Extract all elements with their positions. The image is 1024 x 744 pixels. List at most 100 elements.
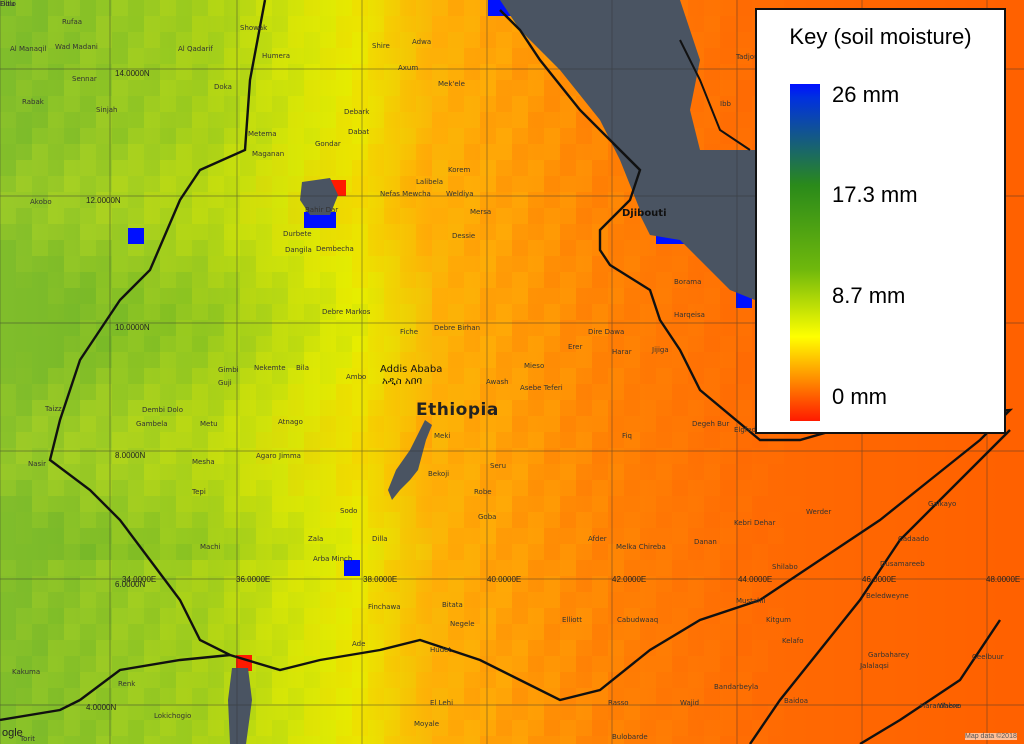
moisture-cell: [544, 240, 560, 256]
place-label: Metu: [200, 420, 218, 428]
moisture-cell: [640, 320, 656, 336]
place-label: Dessie: [452, 232, 476, 240]
moisture-cell: [400, 80, 416, 96]
moisture-cell: [656, 448, 672, 464]
moisture-cell: [320, 432, 336, 448]
moisture-cell: [576, 512, 592, 528]
moisture-cell: [656, 336, 672, 352]
moisture-cell: [192, 16, 208, 32]
moisture-cell: [832, 448, 848, 464]
moisture-cell: [416, 64, 432, 80]
moisture-cell: [960, 608, 976, 624]
moisture-cell: [1008, 128, 1024, 144]
moisture-cell: [16, 80, 32, 96]
moisture-cell: [592, 208, 608, 224]
moisture-cell: [304, 576, 320, 592]
moisture-cell: [176, 144, 192, 160]
moisture-cell: [736, 528, 752, 544]
moisture-cell: [304, 640, 320, 656]
moisture-cell: [112, 480, 128, 496]
moisture-cell: [368, 736, 384, 744]
moisture-cell: [336, 320, 352, 336]
moisture-cell: [240, 16, 256, 32]
moisture-cell: [720, 400, 736, 416]
lon-label: 44.0000E: [738, 575, 773, 584]
moisture-cell: [592, 656, 608, 672]
moisture-cell: [528, 640, 544, 656]
moisture-cell: [512, 192, 528, 208]
moisture-cell: [432, 32, 448, 48]
moisture-cell: [64, 64, 80, 80]
moisture-cell: [480, 272, 496, 288]
moisture-cell: [576, 160, 592, 176]
moisture-cell: [208, 0, 224, 16]
moisture-cell: [560, 192, 576, 208]
moisture-cell: [976, 496, 992, 512]
moisture-cell: [400, 672, 416, 688]
moisture-cell: [848, 464, 864, 480]
moisture-cell: [624, 688, 640, 704]
moisture-cell: [64, 480, 80, 496]
moisture-cell: [256, 560, 272, 576]
moisture-cell: [96, 688, 112, 704]
moisture-cell: [16, 304, 32, 320]
moisture-cell: [16, 272, 32, 288]
moisture-cell: [464, 480, 480, 496]
lon-label: 48.0000E: [986, 575, 1021, 584]
moisture-cell: [0, 368, 16, 384]
moisture-cell: [464, 352, 480, 368]
moisture-cell: [32, 672, 48, 688]
place-label: Debark: [344, 108, 370, 116]
moisture-cell: [16, 112, 32, 128]
moisture-cell: [976, 736, 992, 744]
place-label: Cabudwaaq: [617, 616, 659, 624]
moisture-cell: [464, 208, 480, 224]
moisture-cell: [912, 464, 928, 480]
moisture-cell: [208, 592, 224, 608]
moisture-cell: [112, 96, 128, 112]
moisture-cell: [112, 352, 128, 368]
moisture-cell: [224, 400, 240, 416]
moisture-cell: [192, 528, 208, 544]
moisture-cell: [704, 400, 720, 416]
moisture-cell: [288, 528, 304, 544]
moisture-cell: [736, 736, 752, 744]
moisture-cell: [336, 96, 352, 112]
moisture-cell: [720, 432, 736, 448]
moisture-cell: [336, 384, 352, 400]
moisture-cell: [288, 512, 304, 528]
moisture-cell: [464, 400, 480, 416]
moisture-cell: [800, 672, 816, 688]
moisture-cell: [496, 624, 512, 640]
moisture-cell: [560, 176, 576, 192]
moisture-cell: [288, 672, 304, 688]
moisture-cell: [768, 736, 784, 744]
moisture-cell: [240, 480, 256, 496]
moisture-cell: [672, 576, 688, 592]
moisture-cell: [384, 144, 400, 160]
moisture-cell: [352, 432, 368, 448]
moisture-cell: [560, 448, 576, 464]
place-label: Dire Dawa: [588, 328, 625, 336]
moisture-cell: [352, 224, 368, 240]
moisture-cell: [336, 64, 352, 80]
moisture-cell: [544, 528, 560, 544]
moisture-cell: [672, 288, 688, 304]
moisture-cell: [192, 496, 208, 512]
moisture-cell: [704, 640, 720, 656]
ethiopia-border: [48, 0, 1014, 702]
moisture-cell: [336, 240, 352, 256]
moisture-cell: [192, 288, 208, 304]
moisture-cell: [656, 288, 672, 304]
moisture-cell: [48, 80, 64, 96]
moisture-cell: [464, 656, 480, 672]
moisture-cell: [720, 288, 736, 304]
moisture-cell: [576, 112, 592, 128]
moisture-cell: [48, 288, 64, 304]
moisture-cell: [112, 240, 128, 256]
moisture-cell: [288, 0, 304, 16]
moisture-cell: [240, 736, 256, 744]
moisture-cell: [80, 96, 96, 112]
lat-label: 4.0000N: [86, 703, 117, 712]
moisture-cell: [720, 480, 736, 496]
